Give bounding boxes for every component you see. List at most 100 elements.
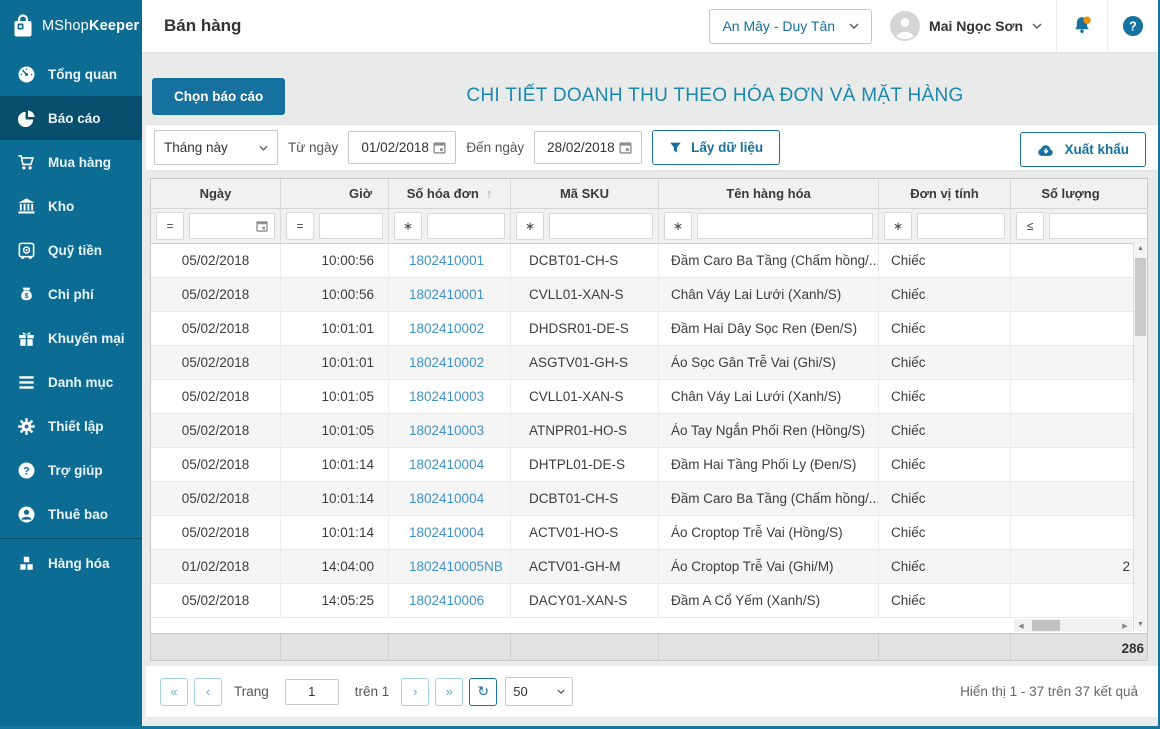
cell-product-name: Áo Sọc Gân Trễ Vai (Ghi/S) bbox=[659, 346, 879, 379]
sidebar-item-tong-quan[interactable]: Tổng quan bbox=[0, 52, 142, 96]
page-count-label: trên 1 bbox=[354, 684, 390, 699]
column-header-so-hoa-don[interactable]: Số hóa đơn ↑ bbox=[389, 179, 511, 208]
invoice-link[interactable]: 1802410006 bbox=[389, 584, 511, 617]
sidebar-item-quy-tien[interactable]: Quỹ tiền bbox=[0, 228, 142, 272]
invoice-link[interactable]: 1802410001 bbox=[389, 244, 511, 277]
column-header-ma-sku[interactable]: Mã SKU bbox=[511, 179, 659, 208]
filter-input-don-vi-tinh[interactable] bbox=[917, 213, 1005, 239]
filter-operator-button[interactable]: ∗ bbox=[664, 212, 692, 240]
export-button[interactable]: Xuất khẩu bbox=[1020, 132, 1146, 167]
scroll-left-icon[interactable]: ◀ bbox=[1018, 622, 1024, 630]
store-selector[interactable]: An Mây - Duy Tân bbox=[709, 8, 873, 44]
cell-time: 14:05:25 bbox=[281, 584, 389, 617]
sidebar-item-khuyen-mai[interactable]: Khuyến mại bbox=[0, 316, 142, 360]
period-select[interactable]: Tháng này bbox=[154, 130, 278, 165]
to-date-input[interactable]: 28/02/2018 bbox=[534, 131, 643, 164]
column-header-ten-hang-hoa[interactable]: Tên hàng hóa bbox=[659, 179, 879, 208]
filter-input-so-luong[interactable] bbox=[1049, 213, 1147, 239]
cell-product-name: Đầm Hai Tầng Phối Ly (Đen/S) bbox=[659, 448, 879, 481]
invoice-link[interactable]: 1802410004 bbox=[389, 516, 511, 549]
invoice-link[interactable]: 1802410003 bbox=[389, 380, 511, 413]
sidebar-item-mua-hang[interactable]: Mua hàng bbox=[0, 140, 142, 184]
scroll-down-icon[interactable]: ▼ bbox=[1137, 621, 1144, 628]
column-header-don-vi-tinh[interactable]: Đơn vị tính bbox=[879, 179, 1011, 208]
invoice-link[interactable]: 1802410003 bbox=[389, 414, 511, 447]
column-header-so-luong[interactable]: Số lượng bbox=[1011, 179, 1147, 208]
calendar-icon[interactable] bbox=[255, 219, 269, 233]
table-row: 05/02/2018 10:01:14 1802410004 DCBT01-CH… bbox=[151, 482, 1147, 516]
invoice-link[interactable]: 1802410004 bbox=[389, 448, 511, 481]
cell-sku: CVLL01-XAN-S bbox=[511, 278, 659, 311]
filter-operator-button[interactable]: ≤ bbox=[1016, 212, 1044, 240]
sidebar-item-kho[interactable]: Kho bbox=[0, 184, 142, 228]
pagination: « ‹ Trang trên 1 › » ↻ 50 bbox=[160, 677, 574, 706]
prev-page-button[interactable]: ‹ bbox=[194, 677, 222, 706]
filter-input-gio[interactable] bbox=[319, 213, 383, 239]
gauge-icon bbox=[17, 65, 36, 84]
table-row: 05/02/2018 10:01:14 1802410004 DHTPL01-D… bbox=[151, 448, 1147, 482]
page-number-input[interactable] bbox=[284, 678, 339, 705]
invoice-link[interactable]: 1802410002 bbox=[389, 346, 511, 379]
app-logo[interactable]: MShopKeeper bbox=[0, 0, 142, 52]
cell-sku: DHTPL01-DE-S bbox=[511, 448, 659, 481]
sidebar-item-bao-cao[interactable]: Báo cáo bbox=[0, 96, 142, 140]
calendar-icon[interactable] bbox=[432, 140, 447, 155]
help-button[interactable]: ? bbox=[1107, 0, 1158, 52]
sidebar-item-chi-phi[interactable]: $ Chi phí bbox=[0, 272, 142, 316]
filter-input-ma-sku[interactable] bbox=[549, 213, 653, 239]
vertical-scrollbar[interactable]: ▲ ▼ bbox=[1133, 242, 1147, 631]
filter-operator-button[interactable]: = bbox=[286, 212, 314, 240]
cell-date: 05/02/2018 bbox=[151, 244, 281, 277]
filter-input-ngay[interactable] bbox=[189, 213, 275, 239]
cell-quantity: 2 bbox=[1011, 550, 1147, 583]
vertical-scroll-thumb[interactable] bbox=[1135, 258, 1146, 336]
from-date-input[interactable]: 01/02/2018 bbox=[348, 131, 457, 164]
bell-icon bbox=[1071, 15, 1093, 37]
first-page-button[interactable]: « bbox=[160, 677, 188, 706]
user-menu[interactable]: Mai Ngọc Sơn bbox=[890, 11, 1042, 41]
filter-input-ten-hang-hoa[interactable] bbox=[697, 213, 873, 239]
sidebar-item-danh-muc[interactable]: Danh mục bbox=[0, 360, 142, 404]
filter-operator-button[interactable]: ∗ bbox=[516, 212, 544, 240]
sidebar-item-tro-giup[interactable]: ? Trợ giúp bbox=[0, 448, 142, 492]
results-summary: Hiển thị 1 - 37 trên 37 kết quả bbox=[960, 684, 1138, 699]
get-data-button[interactable]: Lấy dữ liệu bbox=[652, 130, 781, 165]
choose-report-button[interactable]: Chọn báo cáo bbox=[152, 78, 286, 115]
scroll-up-icon[interactable]: ▲ bbox=[1137, 245, 1144, 252]
invoice-link[interactable]: 1802410004 bbox=[389, 482, 511, 515]
filter-input-so-hoa-don[interactable] bbox=[427, 213, 505, 239]
cell-unit: Chiếc bbox=[879, 550, 1011, 583]
column-header-ngay[interactable]: Ngày bbox=[151, 179, 281, 208]
logo-text: MShopKeeper bbox=[42, 18, 140, 34]
cell-quantity bbox=[1011, 482, 1147, 515]
invoice-link[interactable]: 1802410005NB bbox=[389, 550, 511, 583]
last-page-button[interactable]: » bbox=[435, 677, 464, 706]
cell-unit: Chiếc bbox=[879, 278, 1011, 311]
invoice-link[interactable]: 1802410001 bbox=[389, 278, 511, 311]
cell-time: 10:01:01 bbox=[281, 312, 389, 345]
calendar-icon[interactable] bbox=[618, 140, 633, 155]
scroll-right-icon[interactable]: ▶ bbox=[1122, 622, 1128, 630]
invoice-link[interactable]: 1802410002 bbox=[389, 312, 511, 345]
cell-date: 05/02/2018 bbox=[151, 312, 281, 345]
table-row: 05/02/2018 10:01:01 1802410002 DHDSR01-D… bbox=[151, 312, 1147, 346]
cell-date: 05/02/2018 bbox=[151, 346, 281, 379]
table-row: 05/02/2018 10:01:05 1802410003 ATNPR01-H… bbox=[151, 414, 1147, 448]
sidebar-item-thue-bao[interactable]: Thuê bao bbox=[0, 492, 142, 536]
sidebar-item-label: Khuyến mại bbox=[48, 330, 125, 346]
sidebar-item-thiet-lap[interactable]: Thiết lập bbox=[0, 404, 142, 448]
refresh-button[interactable]: ↻ bbox=[469, 677, 498, 706]
filter-operator-button[interactable]: ∗ bbox=[394, 212, 422, 240]
horizontal-scroll-thumb[interactable] bbox=[1032, 620, 1060, 631]
horizontal-scrollbar[interactable]: ◀ ▶ bbox=[1014, 619, 1132, 632]
next-page-button[interactable]: › bbox=[401, 677, 430, 706]
page-size-select[interactable]: 50 bbox=[505, 677, 574, 706]
sidebar-item-hang-hoa[interactable]: Hàng hóa bbox=[0, 538, 142, 585]
cell-sku: ATNPR01-HO-S bbox=[511, 414, 659, 447]
notifications-button[interactable] bbox=[1056, 0, 1107, 52]
filter-operator-button[interactable]: ∗ bbox=[884, 212, 912, 240]
safe-icon bbox=[17, 241, 36, 260]
column-header-gio[interactable]: Giờ bbox=[281, 179, 389, 208]
filter-operator-button[interactable]: = bbox=[156, 212, 184, 240]
cell-sku: ASGTV01-GH-S bbox=[511, 346, 659, 379]
